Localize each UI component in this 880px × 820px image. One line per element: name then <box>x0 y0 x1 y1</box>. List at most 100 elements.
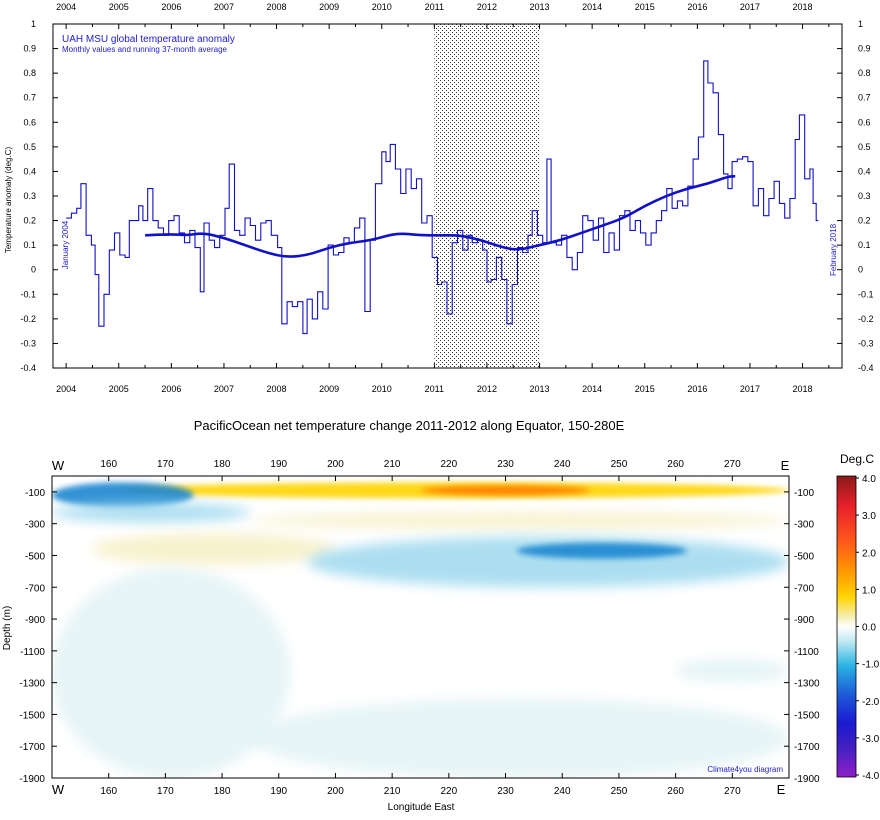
heatmap-x-tick-label-bottom: 200 <box>327 786 344 797</box>
top-y-tick-label-right: 0.6 <box>858 117 871 127</box>
top-x-tick-label-top: 2006 <box>161 2 181 12</box>
heatmap-x-tick-label-bottom: 180 <box>214 786 231 797</box>
monthly-values-series <box>66 60 819 335</box>
heatmap-y-tick-label-right: -1100 <box>794 647 819 658</box>
top-x-tick-label-bottom: 2006 <box>161 384 181 394</box>
top-x-tick-label-bottom: 2018 <box>793 384 813 394</box>
colorbar-tick-label: -1.0 <box>862 660 880 671</box>
top-x-tick-label-top: 2007 <box>214 2 234 12</box>
top-x-tick-label-bottom: 2013 <box>530 384 550 394</box>
heatmap-y-tick-label-left: -1100 <box>20 647 45 658</box>
heatmap-x-tick-label-top: 260 <box>667 459 684 470</box>
heatmap-y-tick-label-right: -100 <box>794 488 814 499</box>
heatmap-x-tick-label-bottom: 250 <box>611 786 628 797</box>
western-cool-patch <box>52 482 194 508</box>
warm-faint-sheet <box>250 512 789 529</box>
colorbar-tick-label: -3.0 <box>862 734 880 745</box>
heatmap-x-tick-label-top: 200 <box>327 459 344 470</box>
heatmap-y-tick-label-right: -1700 <box>794 742 820 753</box>
top-x-tick-label-top: 2005 <box>109 2 129 12</box>
top-x-tick-label-bottom: 2014 <box>582 384 602 394</box>
colorbar-tick-label: -2.0 <box>862 697 880 708</box>
heatmap-x-tick-label-bottom: 190 <box>270 786 287 797</box>
cool-sub-lens <box>307 536 789 588</box>
top-x-tick-label-bottom: 2005 <box>109 384 129 394</box>
western-cool-fringe <box>52 503 251 523</box>
top-x-tick-label-top: 2013 <box>530 2 550 12</box>
top-x-tick-label-top: 2018 <box>793 2 813 12</box>
colorbar: Deg.C 4.0 3.0 2.0 1.0 0.0 -1.0 -2.0 -3.0 -4.0 <box>836 452 880 782</box>
top-x-tick-label-top: 2015 <box>635 2 655 12</box>
ocean-temperature-heatmap: 160 160 170 170 180 180 190 190 200 200 210 210 220 2… <box>2 458 820 813</box>
cool-core-lens <box>516 542 687 559</box>
top-x-tick-label-bottom: 2010 <box>372 384 392 394</box>
heatmap-x-tick-label-top: 160 <box>100 459 117 470</box>
annotation-start: January 2004 <box>61 220 70 269</box>
heatmap-y-tick-label-left: -1300 <box>19 679 45 690</box>
bottom-chart-title: PacificOcean net temperature change 2011… <box>194 418 625 433</box>
top-x-tick-label-bottom: 2011 <box>425 384 444 394</box>
colorbar-title: Deg.C <box>840 452 874 466</box>
warm-faint-lens <box>91 533 336 566</box>
colorbar-tick-label: 0.0 <box>862 623 876 634</box>
colorbar-scale <box>836 475 857 778</box>
heatmap-y-tick-label-left: -1500 <box>19 710 45 721</box>
top-x-tick-label-top: 2016 <box>687 2 707 12</box>
colorbar-tick-label: 1.0 <box>862 585 876 596</box>
heatmap-y-tick-label-left: -1900 <box>19 774 45 785</box>
top-y-tick-label-right: 0.7 <box>858 93 871 103</box>
top-x-tick-label-bottom: 2008 <box>267 384 287 394</box>
top-x-tick-label-bottom: 2009 <box>319 384 339 394</box>
top-y-tick-label-right: 0.3 <box>858 191 871 201</box>
top-x-tick-label-bottom: 2004 <box>56 384 76 394</box>
top-y-tick-label-left: 0.3 <box>23 191 36 201</box>
heatmap-y-tick-label-right: -1300 <box>794 679 820 690</box>
top-y-tick-label-right: 0.4 <box>858 166 871 176</box>
top-x-tick-label-bottom: 2017 <box>740 384 760 394</box>
colorbar-tick-label: 2.0 <box>862 548 876 559</box>
credit-text: Climate4you diagram <box>707 765 783 774</box>
top-y-tick-label-right: -0.1 <box>858 289 874 299</box>
heatmap-x-tick-label-bottom: 160 <box>100 786 117 797</box>
top-x-tick-label-top: 2017 <box>740 2 760 12</box>
top-y-tick-label-right: -0.2 <box>858 314 874 324</box>
x-end-label-top-left: W <box>52 458 65 473</box>
top-x-tick-label-top: 2012 <box>477 2 497 12</box>
top-y-tick-label-left: 0.5 <box>23 142 36 152</box>
heatmap-y-tick-label-right: -300 <box>794 520 814 531</box>
heatmap-frame <box>51 475 790 779</box>
heatmap-y-tick-label-right: -700 <box>794 583 814 594</box>
heatmap-x-tick-label-top: 240 <box>554 459 571 470</box>
top-x-tick-label-top: 2008 <box>267 2 287 12</box>
heatmap-x-tick-label-bottom: 230 <box>497 786 514 797</box>
deep-cool-mid <box>250 698 789 778</box>
x-end-label-bottom-left: W <box>52 782 65 797</box>
heatmap-x-tick-label-top: 210 <box>384 459 401 470</box>
heatmap-x-tick-label-bottom: 210 <box>384 786 401 797</box>
shaded-period-2011-2012 <box>434 24 540 368</box>
top-y-tick-label-left: 1 <box>31 19 36 29</box>
running-mean-series <box>145 175 736 258</box>
top-y-tick-label-left: 0.6 <box>23 117 36 127</box>
heatmap-y-tick-label-right: -1500 <box>794 710 820 721</box>
heatmap-x-tick-label-top: 190 <box>270 459 287 470</box>
annotation-end: February 2018 <box>829 223 838 276</box>
top-y-tick-label-left: 0.2 <box>23 216 36 226</box>
heatmap-x-tick-label-top: 220 <box>441 459 458 470</box>
top-y-tick-label-left: -0.1 <box>20 289 36 299</box>
heatmap-x-axis-label: Longitude East <box>388 802 455 813</box>
heatmap-x-tick-label-top: 270 <box>724 459 741 470</box>
top-y-tick-label-left: 0.7 <box>23 93 36 103</box>
colorbar-tick-label: 3.0 <box>862 511 876 522</box>
top-y-tick-label-right: 1 <box>858 19 863 29</box>
top-x-tick-label-top: 2010 <box>372 2 392 12</box>
heatmap-y-tick-label-left: -100 <box>25 488 45 499</box>
heatmap-y-tick-label-left: -700 <box>25 583 45 594</box>
heatmap-x-tick-label-bottom: 170 <box>157 786 174 797</box>
top-y-tick-label-left: 0.8 <box>23 68 36 78</box>
top-x-tick-label-top: 2011 <box>425 2 444 12</box>
top-y-axis-label: Temperature anomaly (deg.C) <box>4 147 13 254</box>
colorbar-tick-label: -4.0 <box>862 771 880 782</box>
